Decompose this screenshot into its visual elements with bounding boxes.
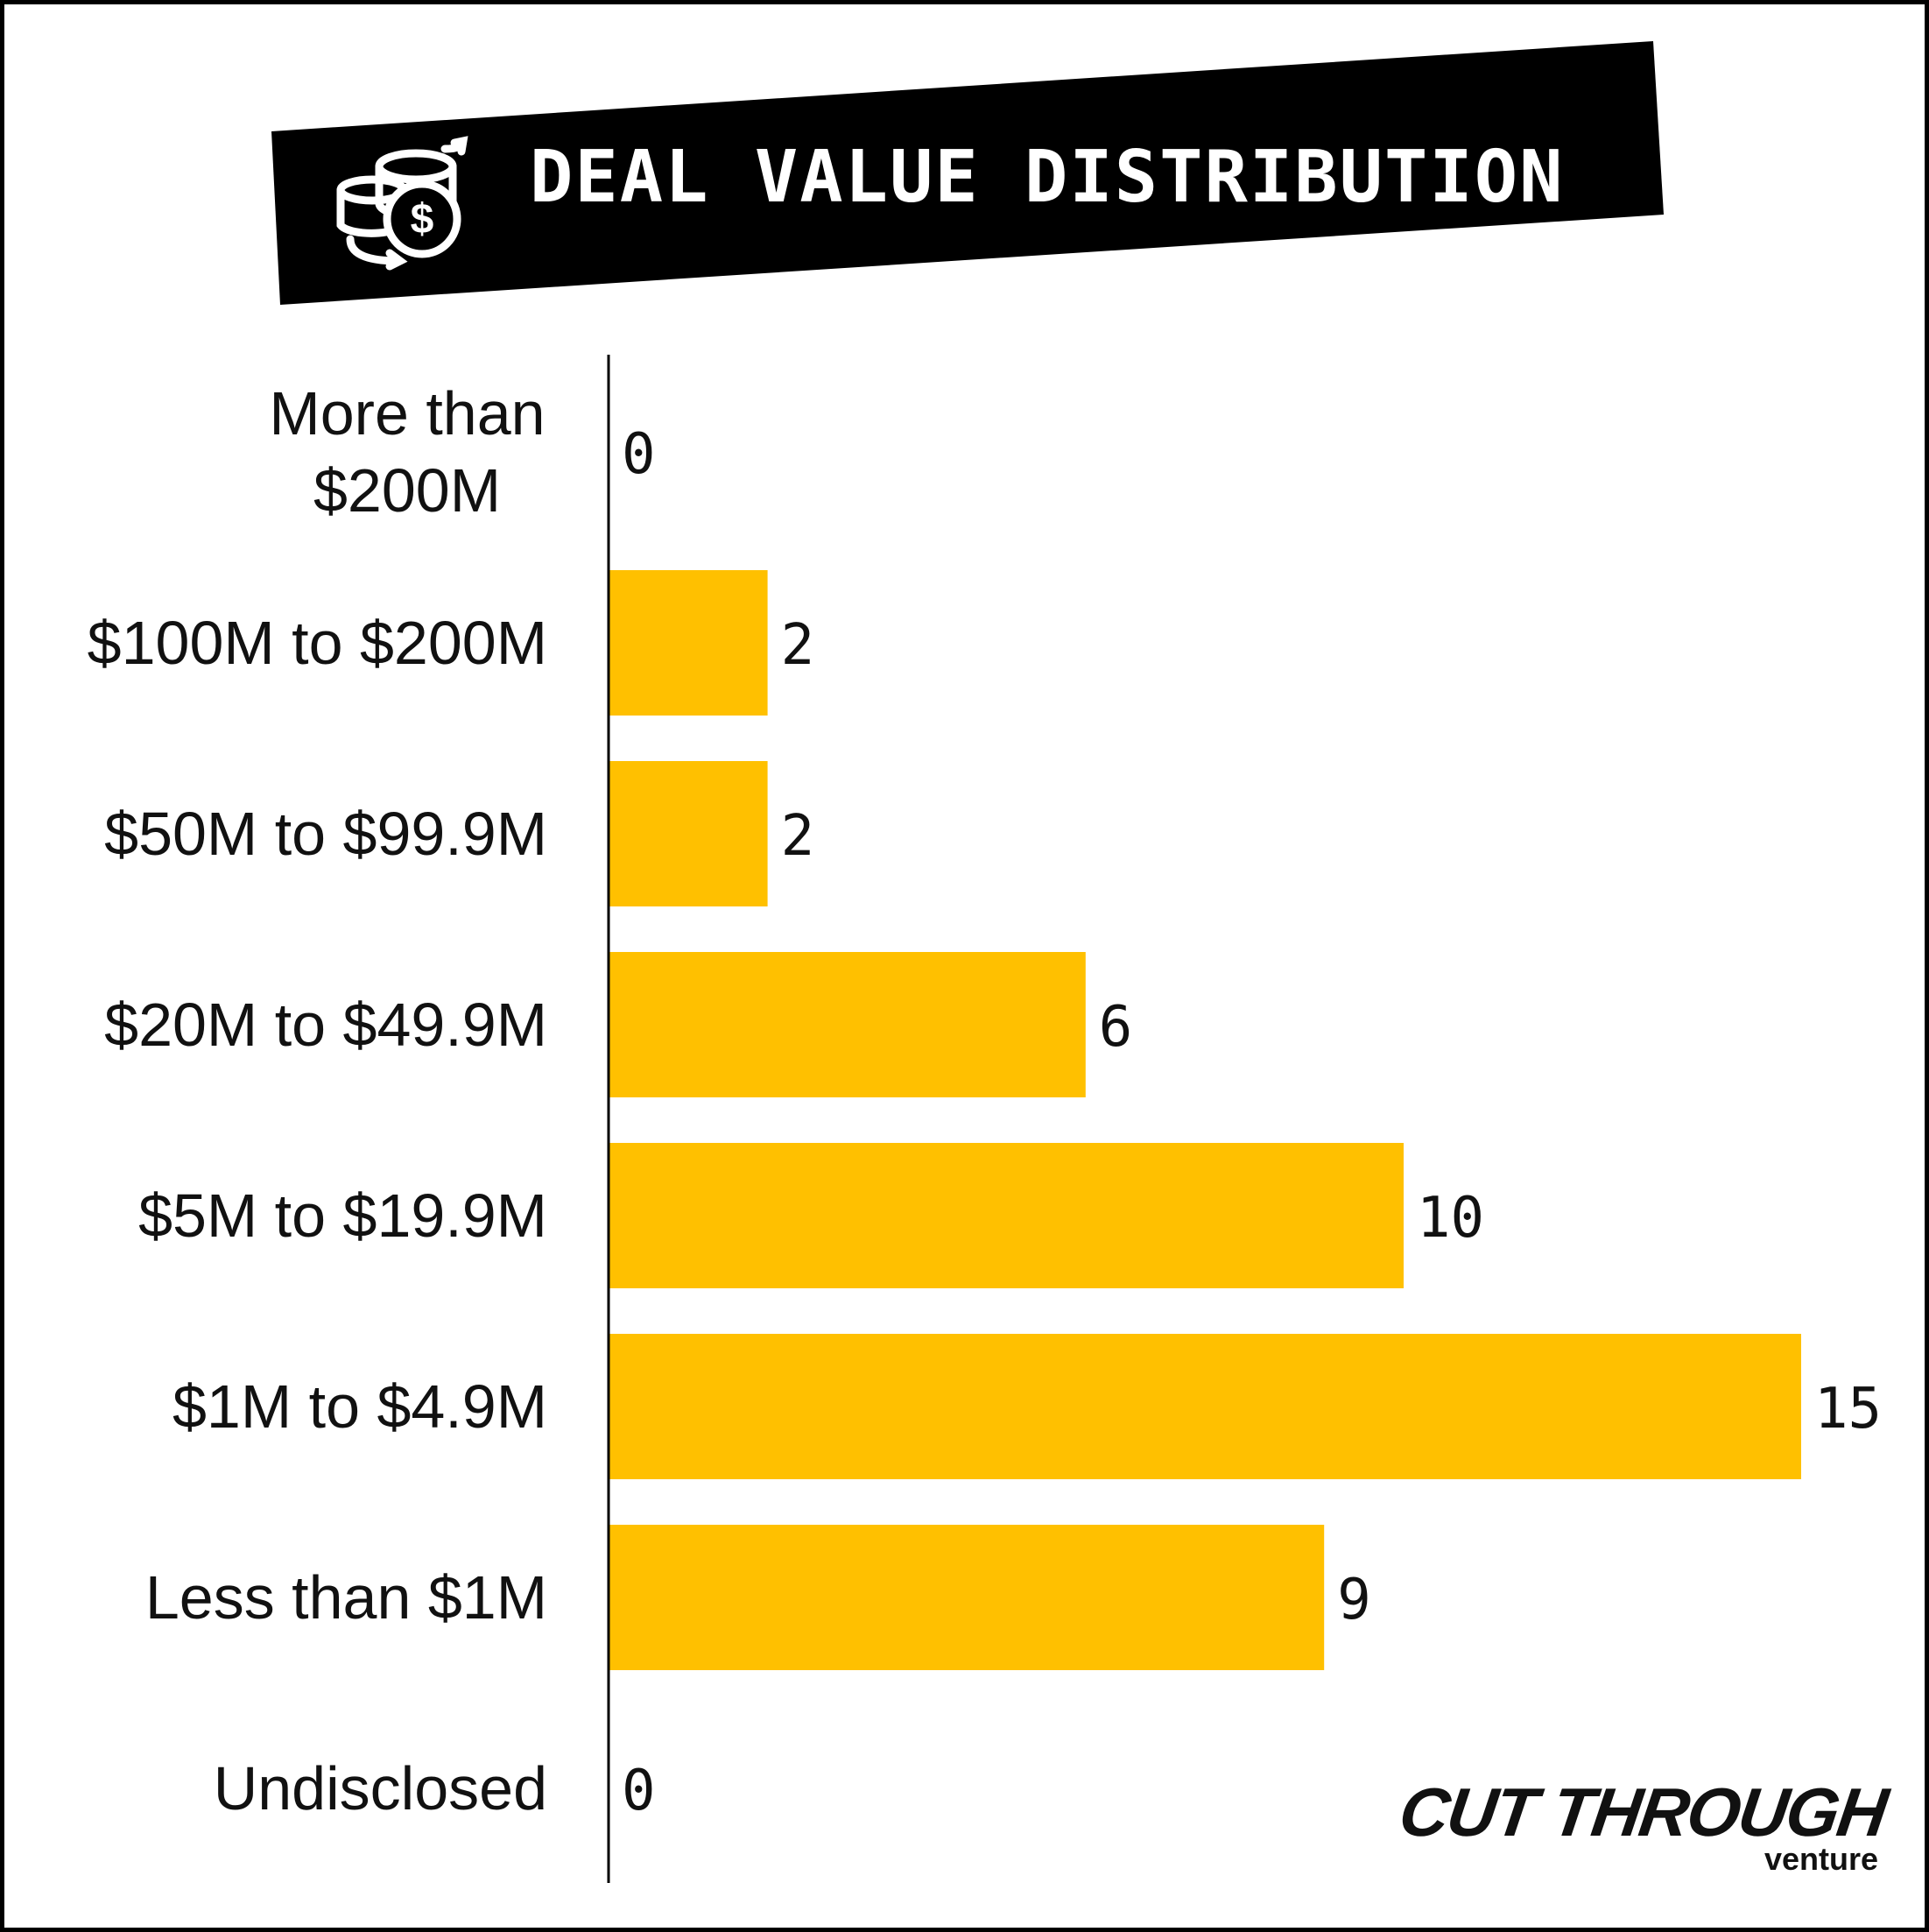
category-label: $1M to $4.9M xyxy=(172,1372,547,1441)
bar xyxy=(609,570,768,716)
category-label: $100M to $200M xyxy=(88,609,547,677)
bar-chart: More than $200M $100M to $200M $50M to $99.… xyxy=(88,355,1882,1883)
value-label: 0 xyxy=(622,1759,656,1823)
logo-main-text: CUT THROUGH xyxy=(1394,1773,1891,1851)
value-label: 6 xyxy=(1099,995,1133,1060)
bars xyxy=(609,570,1801,1670)
logo-sub-text: venture xyxy=(1764,1841,1878,1877)
bar xyxy=(609,1525,1325,1670)
category-label: $50M to $99.9M xyxy=(104,800,547,868)
dollar-sign: $ xyxy=(411,196,434,243)
title-banner: $ xyxy=(271,41,1664,305)
category-label: Undisclosed xyxy=(214,1754,547,1823)
value-label: 15 xyxy=(1814,1377,1882,1442)
value-label: 10 xyxy=(1417,1186,1484,1251)
category-label: $5M to $19.9M xyxy=(138,1181,547,1250)
banner-background xyxy=(271,41,1664,305)
category-label: More than xyxy=(269,379,545,448)
category-label: $20M to $49.9M xyxy=(104,991,547,1059)
bar xyxy=(609,1143,1404,1288)
chart-title: DEAL VALUE DISTRIBUTION xyxy=(530,136,1565,219)
value-label: 2 xyxy=(781,804,815,869)
bar xyxy=(609,952,1086,1097)
brand-logo: CUT THROUGH venture xyxy=(1395,1773,1891,1878)
value-labels: 0 2 2 6 10 15 9 0 xyxy=(622,422,1882,1823)
bar xyxy=(609,761,768,906)
category-label: Less than $1M xyxy=(145,1563,547,1632)
coins-exchange-icon xyxy=(336,136,468,271)
value-label: 0 xyxy=(622,422,656,487)
value-label: 2 xyxy=(781,613,815,678)
category-labels: More than $200M $100M to $200M $50M to $99.… xyxy=(88,379,547,1823)
bar xyxy=(609,1334,1801,1479)
category-label: $200M xyxy=(313,456,501,525)
value-label: 9 xyxy=(1337,1568,1371,1632)
